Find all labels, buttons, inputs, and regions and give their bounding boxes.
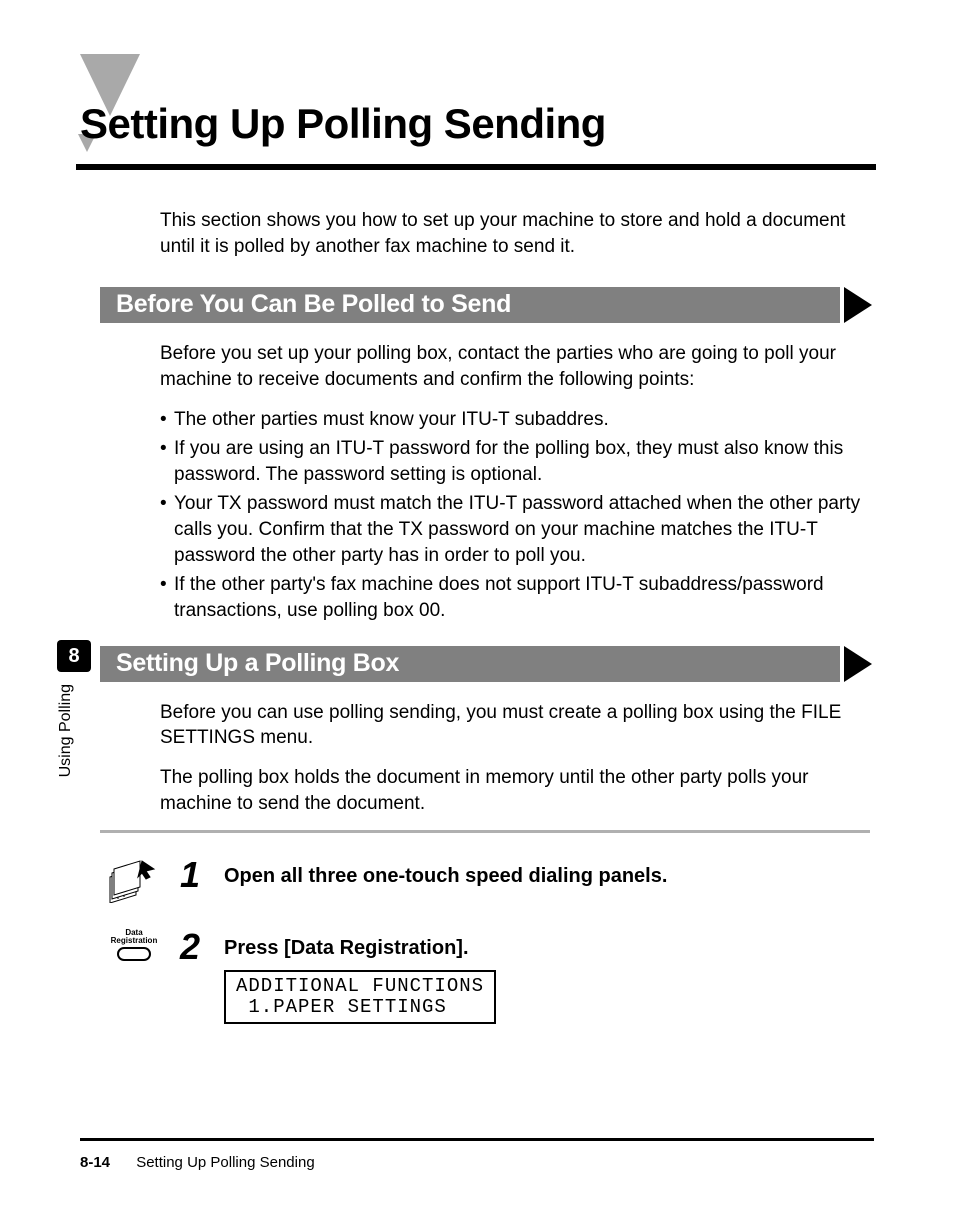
step-number: 2 (180, 929, 214, 965)
list-item: The other parties must know your ITU-T s… (160, 407, 870, 433)
page-number: 8-14 (80, 1154, 110, 1171)
section-heading-before-polled: Before You Can Be Polled to Send (100, 287, 872, 323)
lcd-line2: 1.PAPER SETTINGS (236, 996, 447, 1018)
page-title: Setting Up Polling Sending (80, 100, 606, 148)
content-column: This section shows you how to set up you… (160, 208, 870, 1050)
page-footer: 8-14 Setting Up Polling Sending (80, 1154, 315, 1171)
section-heading-text: Setting Up a Polling Box (116, 647, 399, 681)
step-2: Data Registration 2 Press [Data Registra… (160, 929, 870, 1024)
manual-page: Setting Up Polling Sending 8 Using Polli… (0, 0, 954, 1227)
footer-title: Setting Up Polling Sending (136, 1154, 314, 1171)
list-item: Your TX password must match the ITU-T pa… (160, 491, 870, 568)
list-item: If you are using an ITU-T password for t… (160, 436, 870, 487)
section-heading-text: Before You Can Be Polled to Send (116, 288, 511, 322)
lcd-line1: ADDITIONAL FUNCTIONS (236, 975, 484, 997)
button-label-line2: Registration (111, 937, 158, 945)
lcd-display: ADDITIONAL FUNCTIONS 1.PAPER SETTINGS (224, 970, 496, 1024)
intro-paragraph: This section shows you how to set up you… (160, 208, 870, 259)
section1-bullet-list: The other parties must know your ITU-T s… (160, 407, 870, 624)
step-1: 1 Open all three one-touch speed dialing… (160, 857, 870, 903)
side-tab: 8 Using Polling (57, 640, 97, 777)
title-rule (76, 164, 876, 170)
chevron-right-icon (844, 646, 872, 682)
step-divider-rule (100, 830, 870, 833)
section2-para1: Before you can use polling sending, you … (160, 700, 870, 751)
chapter-number-badge: 8 (57, 640, 91, 672)
step-title: Press [Data Registration]. (224, 929, 870, 962)
step-number: 1 (180, 857, 214, 893)
list-item: If the other party's fax machine does no… (160, 572, 870, 623)
panel-flip-icon (98, 857, 170, 903)
data-registration-button-icon: Data Registration (98, 929, 170, 961)
chevron-right-icon (844, 287, 872, 323)
section2-para2: The polling box holds the document in me… (160, 765, 870, 816)
section1-lead: Before you set up your polling box, cont… (160, 341, 870, 392)
section-heading-setting-up: Setting Up a Polling Box (100, 646, 872, 682)
footer-rule (80, 1138, 874, 1141)
chapter-label: Using Polling (57, 684, 75, 777)
step-title: Open all three one-touch speed dialing p… (224, 857, 870, 890)
